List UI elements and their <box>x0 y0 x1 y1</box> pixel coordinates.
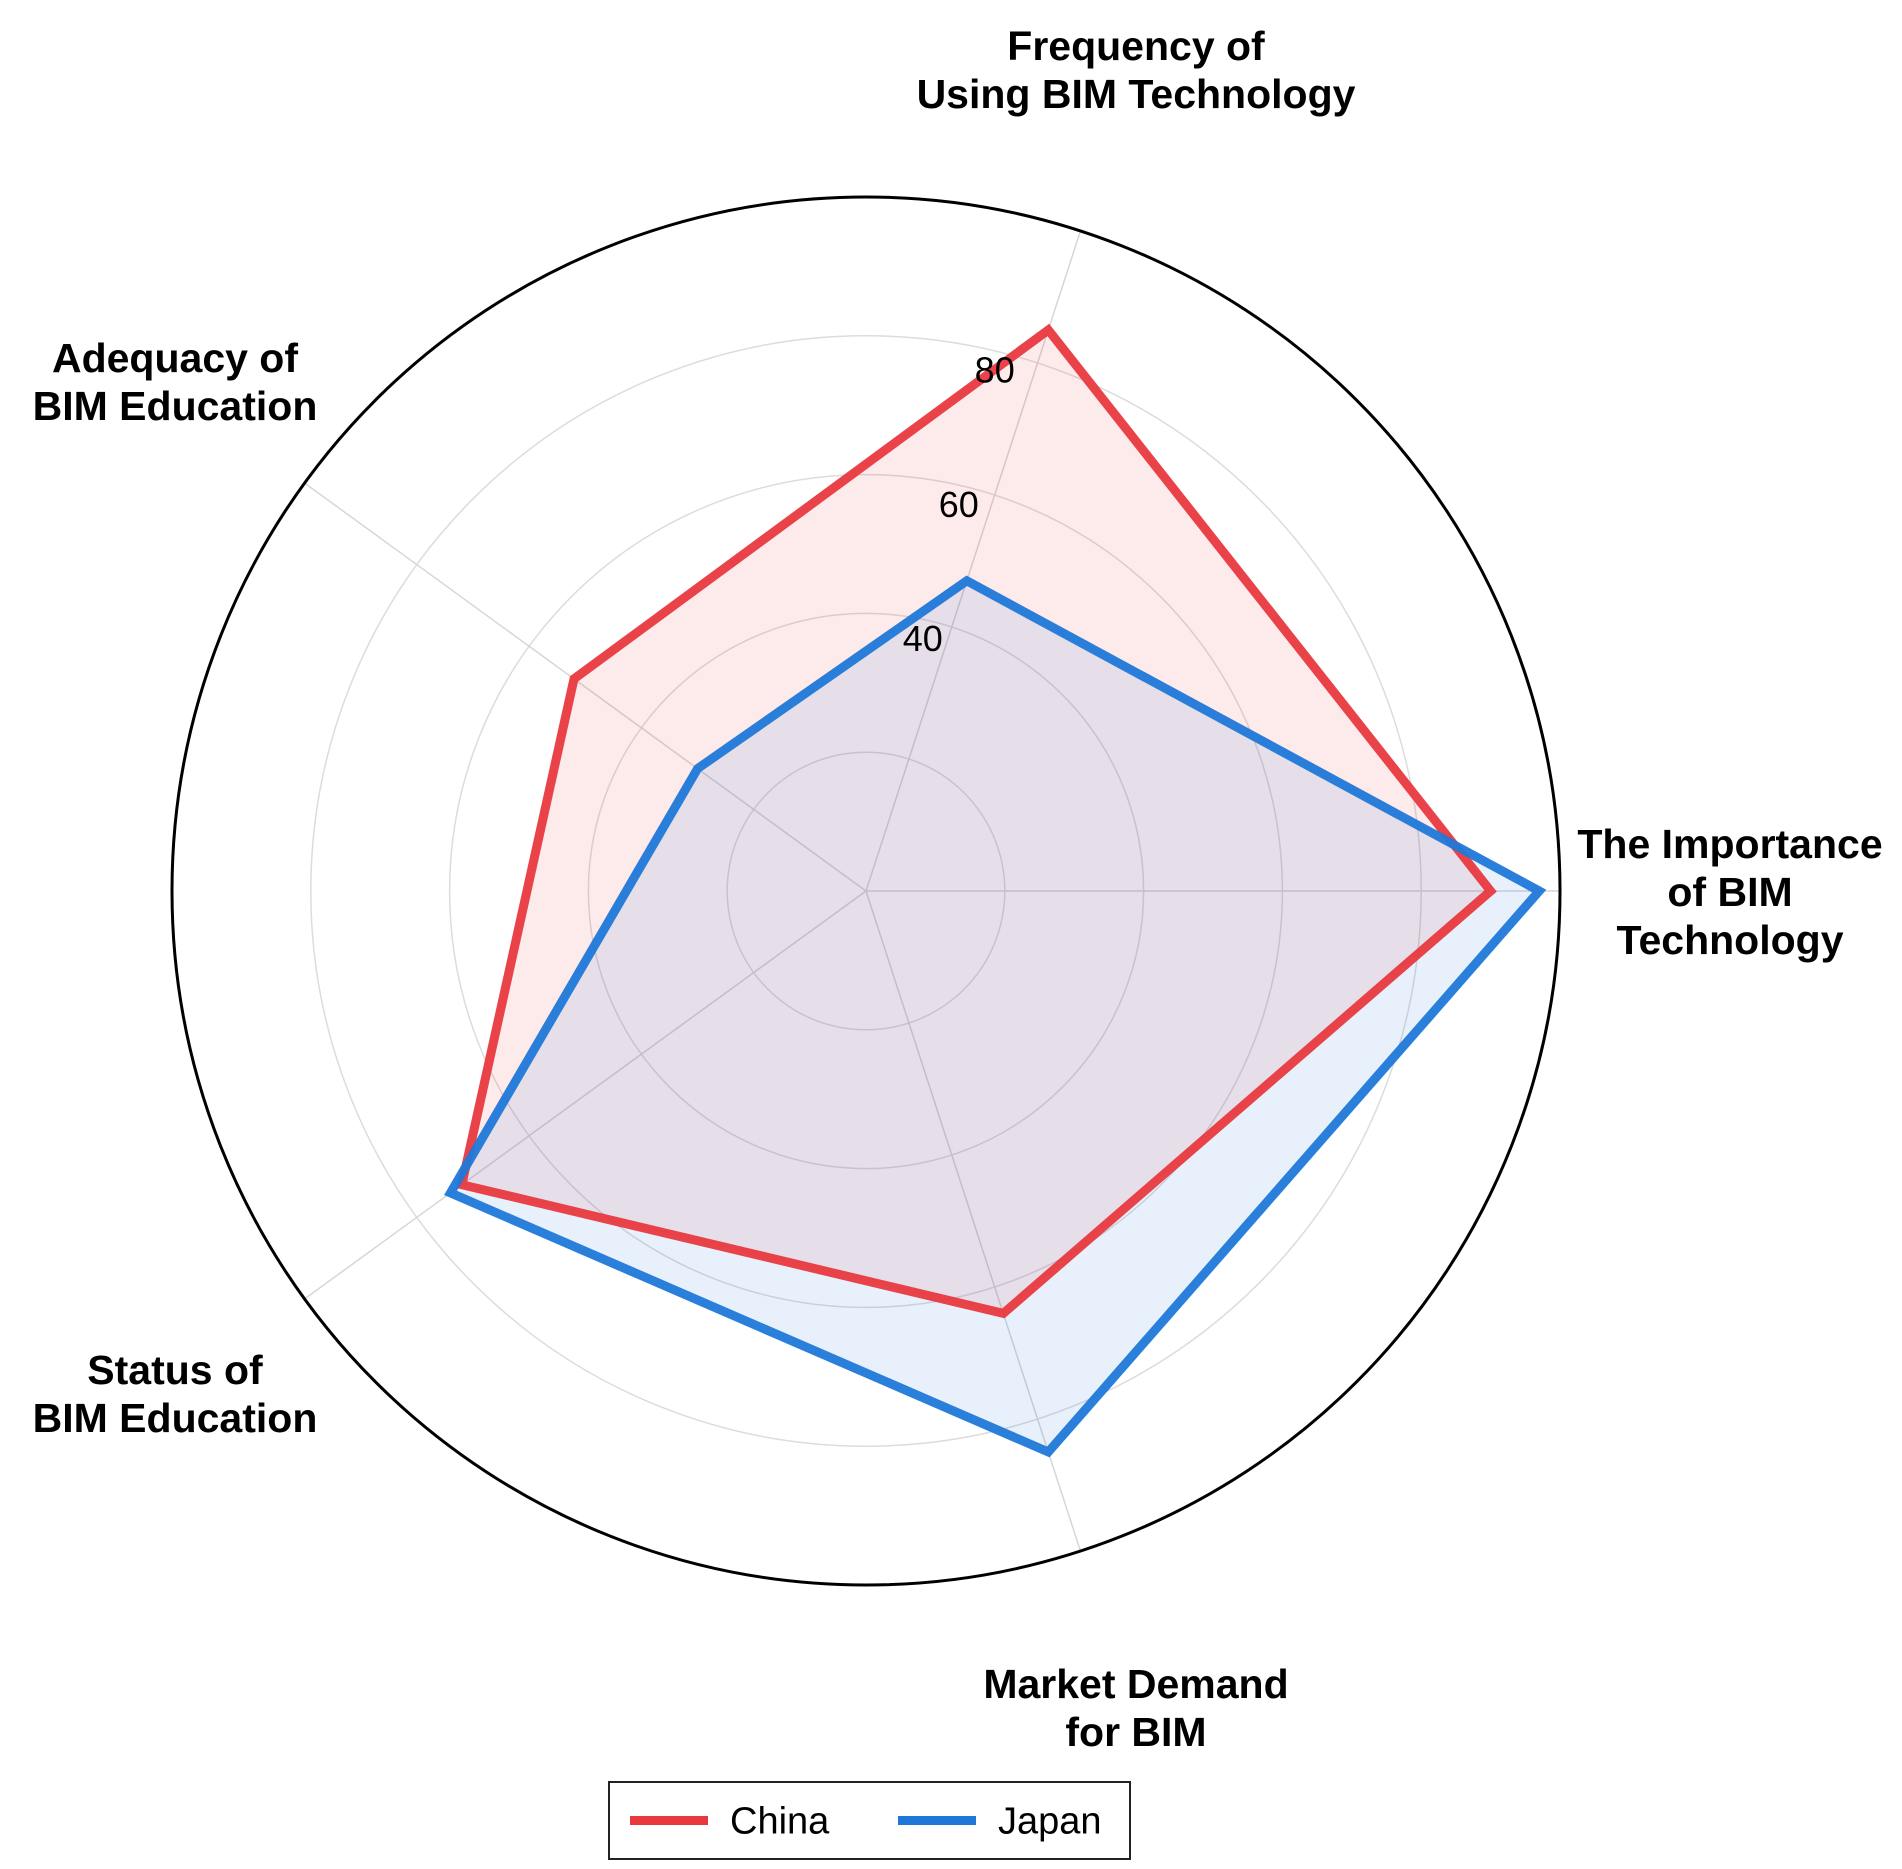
legend-label: China <box>730 1801 830 1843</box>
axis-label: Adequacy of BIM Education <box>33 335 318 429</box>
axis-label: Status of BIM Education <box>33 1347 318 1441</box>
radar-grid <box>170 195 1562 1587</box>
axis-label: The Importance of BIM Technology <box>1577 821 1882 963</box>
axis-label-line: Technology <box>1616 917 1843 963</box>
grid-spoke <box>304 890 867 1300</box>
axis-label-line: Market Demand <box>983 1661 1288 1707</box>
series-fills <box>450 330 1540 1452</box>
tick-label: 60 <box>939 484 979 525</box>
axis-label-line: of BIM <box>1667 869 1792 915</box>
grid-spoke <box>865 230 1082 892</box>
axis-label-line: BIM Education <box>33 383 318 429</box>
axis-labels: The Importance of BIM Technology Frequency … <box>33 23 1883 1755</box>
axis-label-line: The Importance <box>1577 821 1882 867</box>
series-lines <box>444 323 1547 1458</box>
series-area-japan <box>450 580 1540 1452</box>
outer-ring <box>170 195 1562 1587</box>
grid-spoke <box>865 890 1082 1552</box>
tick-label: 40 <box>903 618 943 659</box>
axis-label-line: Status of <box>87 1347 263 1393</box>
axis-label-line: Using BIM Technology <box>917 71 1356 117</box>
legend: China Japan <box>608 1781 1131 1860</box>
axis-label-line: Adequacy of <box>52 335 298 381</box>
tick-label: 80 <box>975 350 1015 391</box>
axis-label-line: BIM Education <box>33 1395 318 1441</box>
series-line-japan <box>444 575 1547 1458</box>
legend-label: Japan <box>998 1801 1102 1843</box>
axis-label: Frequency of Using BIM Technology <box>917 23 1356 117</box>
series-line-china <box>456 323 1497 1319</box>
grid-spoke <box>304 482 867 892</box>
axis-label-line: Frequency of <box>1007 23 1265 69</box>
axis-label: Market Demand for BIM <box>983 1661 1288 1755</box>
axis-label-line: for BIM <box>1065 1709 1206 1755</box>
radial-tick-labels: 40 60 80 <box>903 350 1015 659</box>
